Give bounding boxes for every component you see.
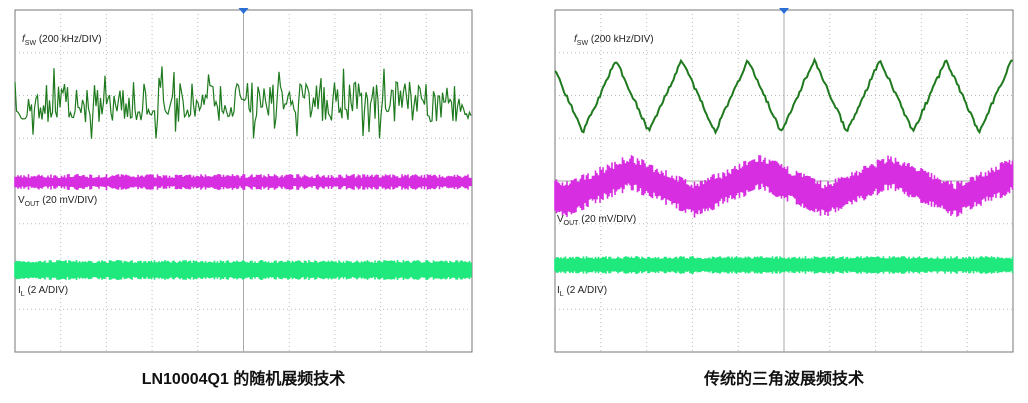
vout-trace [554,155,1014,218]
trace-scale: (2 A/DIV) [566,285,607,296]
trace-subscript: SW [25,40,37,47]
trace-scale: (200 kHz/DIV) [591,34,654,45]
trace-subscript: L [560,291,564,298]
vout-trace [14,174,472,190]
scope-panel: fSW (200 kHz/DIV) VOUT (20 mV/DIV) IL (2 A… [14,8,473,353]
trace-label: fSW (200 kHz/DIV) [574,34,654,47]
trace-label: VOUT (20 mV/DIV) [557,214,636,227]
trace-scale: (200 kHz/DIV) [39,34,102,45]
scope-panel: fSW (200 kHz/DIV) VOUT (20 mV/DIV) IL (2 A… [554,8,1014,353]
il-trace [554,256,1014,274]
trace-scale: (2 A/DIV) [27,285,68,296]
trace-label: IL (2 A/DIV) [557,285,607,298]
trace-scale: (20 mV/DIV) [42,195,97,206]
trace-subscript: OUT [25,201,41,208]
caption: LN10004Q1 的随机展频技术 [142,369,346,388]
trigger-marker [779,8,789,14]
trace-symbol: V [557,214,564,225]
trace-subscript: L [21,291,25,298]
trace-label: IL (2 A/DIV) [18,285,68,298]
trace-symbol: I [557,285,560,296]
trace-scale: (20 mV/DIV) [581,214,636,225]
fsw-trace [14,66,472,139]
trace-symbol: f [22,34,26,45]
il-trace [14,260,472,280]
fsw-trace [554,57,1014,135]
trace-label: VOUT (20 mV/DIV) [18,195,97,208]
trigger-marker [238,8,249,14]
trace-symbol: V [18,195,25,206]
trace-subscript: OUT [564,220,580,227]
caption: 传统的三角波展频技术 [703,369,864,388]
trace-subscript: SW [577,40,589,47]
trace-symbol: I [18,285,21,296]
trace-symbol: f [574,34,578,45]
trace-label: fSW (200 kHz/DIV) [22,34,102,47]
